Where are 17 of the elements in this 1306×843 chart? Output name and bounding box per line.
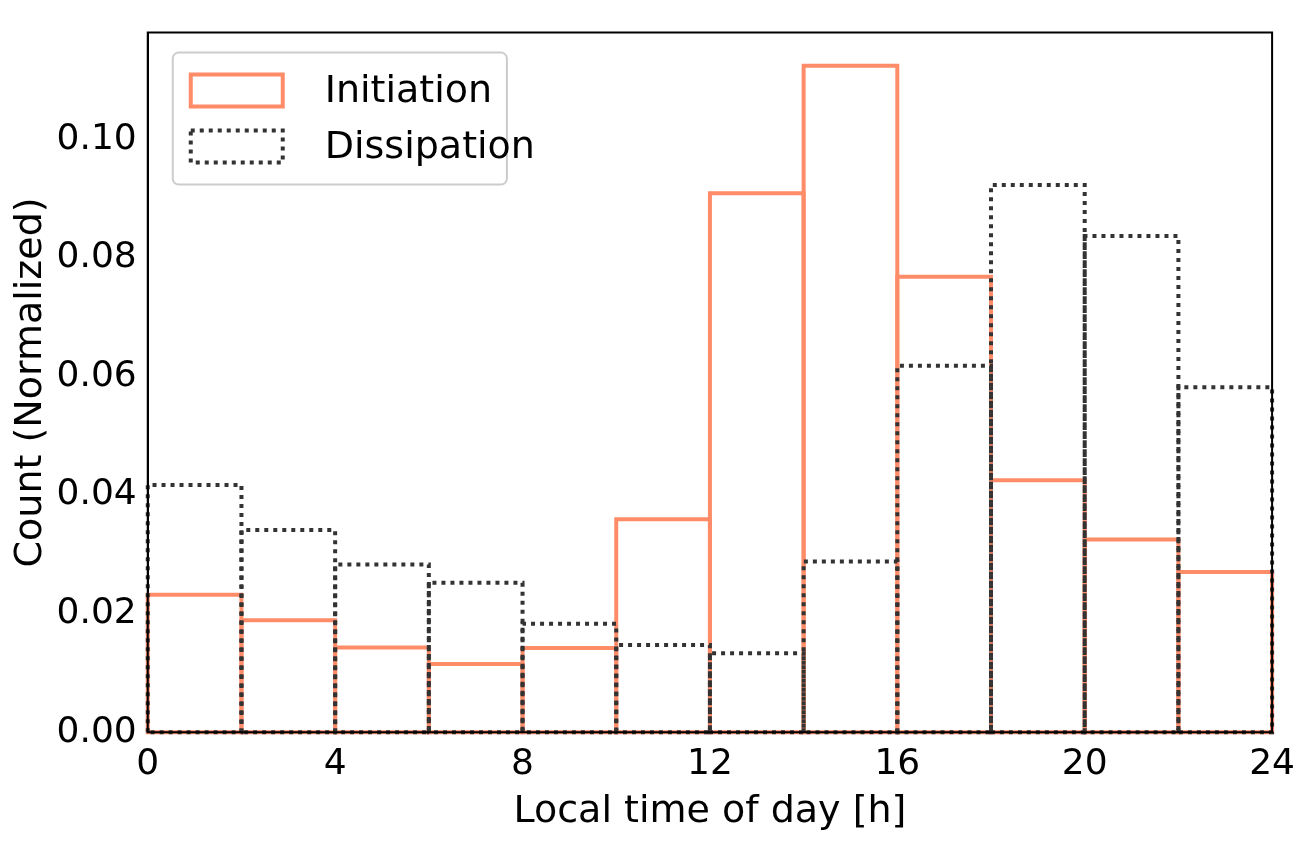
x-tick-label: 4 (323, 741, 347, 783)
x-tick-label: 16 (874, 741, 921, 783)
legend-label: Initiation (324, 67, 493, 112)
x-tick-label: 8 (511, 741, 534, 783)
y-tick-label: 0.04 (56, 471, 137, 513)
x-tick-label: 24 (1249, 741, 1295, 783)
x-axis-title: Local time of day [h] (513, 787, 907, 832)
y-tick-label: 0.10 (56, 115, 137, 157)
y-tick-label: 0.00 (56, 708, 137, 750)
y-axis-title: Count (Normalized) (5, 197, 50, 568)
y-tick-label: 0.02 (56, 589, 137, 631)
x-tick-label: 0 (136, 741, 160, 783)
x-tick-label: 12 (687, 741, 733, 783)
x-tick-label: 20 (1061, 741, 1108, 783)
legend-label: Dissipation (324, 123, 535, 168)
y-tick-label: 0.08 (56, 234, 137, 276)
y-tick-label: 0.06 (56, 352, 137, 394)
